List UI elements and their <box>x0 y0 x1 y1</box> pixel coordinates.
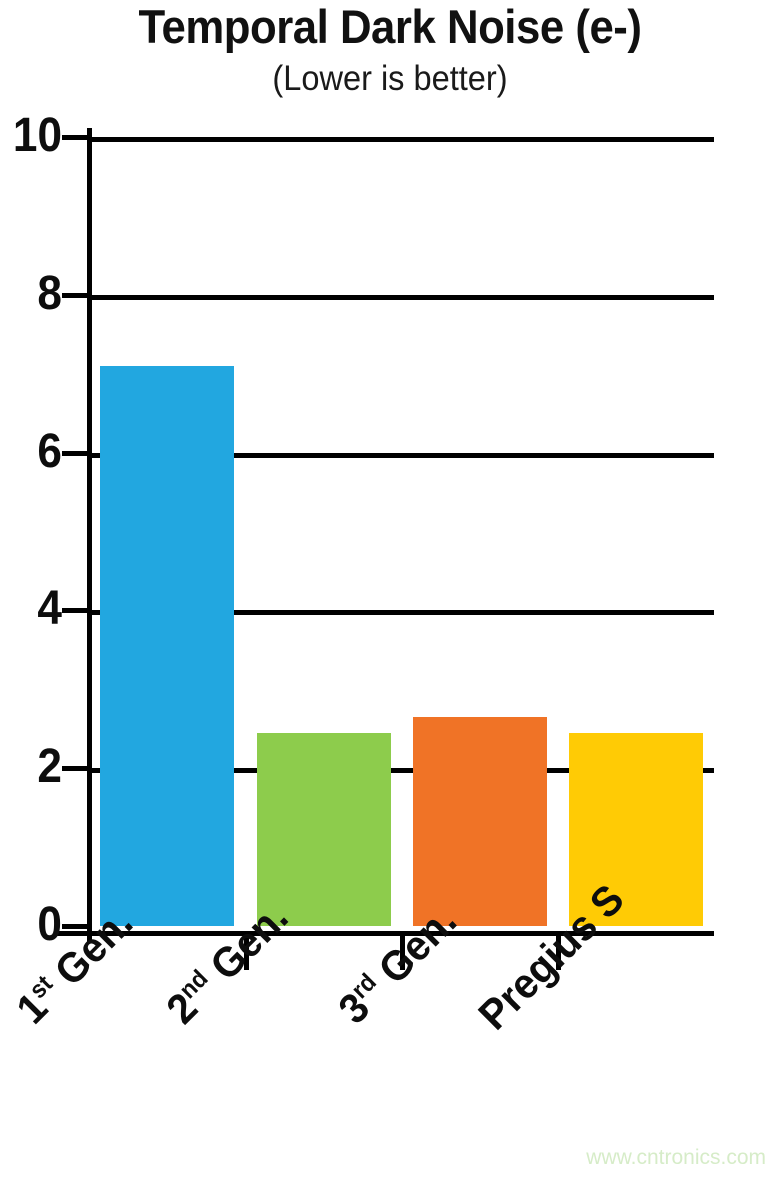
y-tick-mark <box>62 766 92 772</box>
bar-3[interactable] <box>413 716 547 926</box>
y-tick-mark <box>62 450 92 456</box>
plot-area <box>90 137 714 926</box>
gridline <box>90 294 714 300</box>
y-tick-label: 2 <box>37 740 62 794</box>
y-tick-mark <box>62 924 92 929</box>
chart-title-block: Temporal Dark Noise (e-) (Lower is bette… <box>0 0 780 100</box>
bar-2[interactable] <box>257 732 391 926</box>
x-tick-mark <box>400 936 405 970</box>
y-tick-label: 8 <box>37 266 62 320</box>
bar-1[interactable] <box>100 365 234 926</box>
page-title: Temporal Dark Noise (e-) <box>138 0 642 53</box>
y-tick-label: 4 <box>37 582 62 636</box>
watermark: www.cntronics.com <box>586 1146 766 1169</box>
x-tick-mark <box>244 936 249 970</box>
chart-subtitle: (Lower is better) <box>272 59 508 98</box>
gridline <box>90 452 714 458</box>
bar-4[interactable] <box>569 732 703 926</box>
y-tick-mark <box>62 292 92 298</box>
y-tick-mark <box>62 608 92 614</box>
y-tick-label: 0 <box>37 898 62 951</box>
x-axis-line <box>55 931 714 936</box>
y-tick-mark <box>62 135 92 140</box>
y-tick-label: 10 <box>12 109 63 162</box>
y-tick-label: 6 <box>37 424 62 478</box>
y-axis-line <box>87 128 92 942</box>
gridline <box>90 768 714 774</box>
gridline <box>90 137 714 142</box>
x-tick-mark <box>556 936 561 970</box>
gridline <box>90 610 714 616</box>
